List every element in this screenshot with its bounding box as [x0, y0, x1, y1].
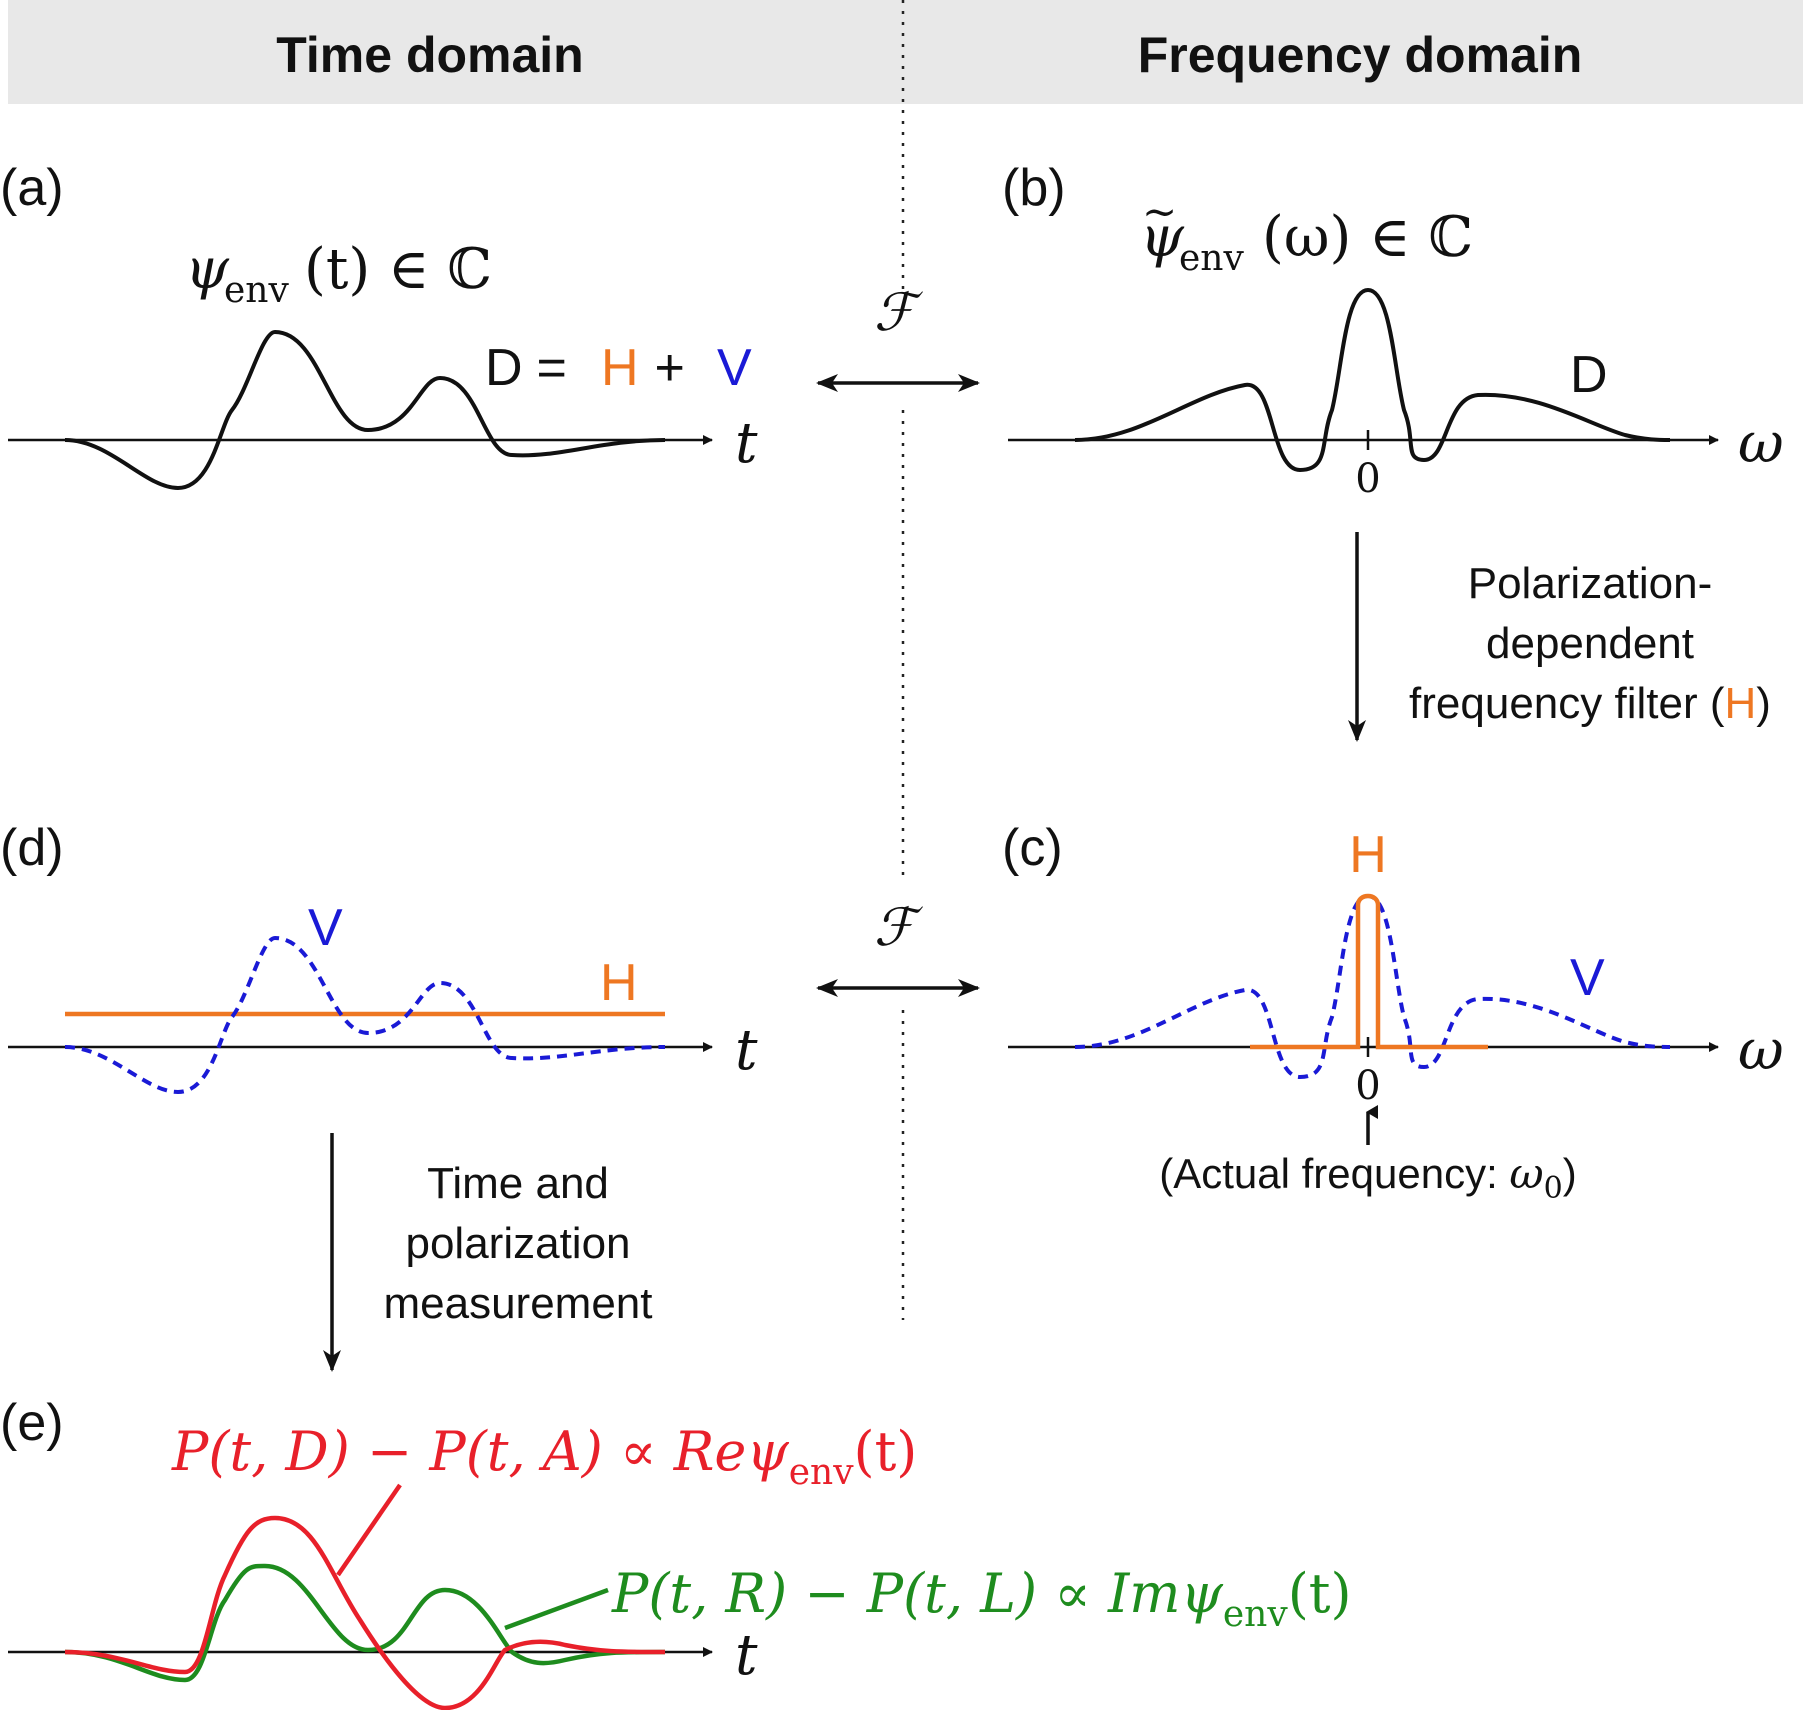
panel-b-title: ~ ψ env (ω) ∈ ℂ	[1140, 187, 1473, 279]
panel-a-axis-label: t	[735, 411, 758, 476]
env-subscript-b: env	[1179, 238, 1244, 279]
psi-tilde-symbol: ψ	[1140, 205, 1185, 270]
panel-c-h-label: H	[1349, 826, 1387, 884]
measure-line-1: Time and	[427, 1159, 609, 1208]
panel-c-h-filter-curve	[1250, 893, 1488, 1050]
panel-e-label: (e)	[0, 1394, 64, 1452]
psi-symbol: ψ	[185, 237, 230, 302]
env-subscript: env	[224, 270, 289, 311]
panel-b-curve-label: D	[1570, 346, 1608, 404]
eq-plus: +	[640, 339, 699, 397]
tilde-symbol: ~	[1142, 187, 1177, 236]
panel-d-v-label: V	[308, 899, 343, 957]
panel-d-label: (d)	[0, 819, 64, 877]
filter-line-1: Polarization-	[1468, 559, 1713, 608]
fourier-symbol-top: ℱ	[874, 283, 923, 343]
real-part-curve	[64, 1515, 666, 1710]
panel-c-zero: 0	[1355, 1063, 1380, 1109]
imag-part-equation: P(t, R) − P(t, L) ∝ Imψenv(t)	[611, 1562, 1352, 1635]
panel-a-pulse-curve	[64, 329, 666, 491]
eq-equals: =	[522, 339, 581, 397]
header-band	[8, 0, 1803, 104]
frequency-domain-header: Frequency domain	[1138, 27, 1583, 83]
panel-c-axis-label: ω	[1738, 1018, 1784, 1083]
imag-part-leader	[504, 1587, 609, 1631]
measure-line-2: polarization	[405, 1219, 630, 1268]
panel-b-spectrum-curve	[1074, 287, 1671, 473]
panel-d-h-label: H	[600, 954, 638, 1012]
real-part-leader	[336, 1483, 402, 1577]
panel-b-label: (b)	[1002, 159, 1066, 217]
panel-a-label: (a)	[0, 159, 64, 217]
measurement-description: Time and polarization measurement	[383, 1159, 652, 1328]
actual-frequency-note: (Actual frequency: ω0)	[1159, 1149, 1577, 1206]
panel-c-label: (c)	[1002, 819, 1063, 877]
panel-d-axis-label: t	[735, 1018, 758, 1083]
psi-tilde-argument: (ω) ∈ ℂ	[1262, 205, 1473, 270]
panel-c-v-label: V	[1570, 949, 1605, 1007]
real-part-equation: P(t, D) − P(t, A) ∝ Reψenv(t)	[171, 1420, 917, 1493]
panel-e-axis-label: t	[735, 1623, 758, 1688]
filter-line-3: frequency filter (H)	[1409, 679, 1771, 728]
psi-argument: (t) ∈ ℂ	[304, 237, 492, 302]
panel-d-v-pulse-curve	[64, 935, 666, 1095]
measure-line-3: measurement	[383, 1279, 652, 1328]
eq-h: H	[601, 339, 639, 397]
decomposition-equation: D = H + V	[485, 339, 752, 397]
filter-line-2: dependent	[1486, 619, 1694, 668]
panel-a-title: ψ env (t) ∈ ℂ	[185, 237, 492, 311]
eq-d: D	[485, 339, 523, 397]
filter-description: Polarization- dependent frequency filter…	[1409, 559, 1771, 728]
panel-b-axis-label: ω	[1738, 411, 1784, 476]
imag-part-curve	[64, 1563, 666, 1683]
panel-b-zero: 0	[1355, 456, 1380, 502]
eq-v: V	[717, 339, 752, 397]
time-domain-header: Time domain	[276, 27, 583, 83]
fourier-symbol-bottom: ℱ	[874, 898, 923, 958]
